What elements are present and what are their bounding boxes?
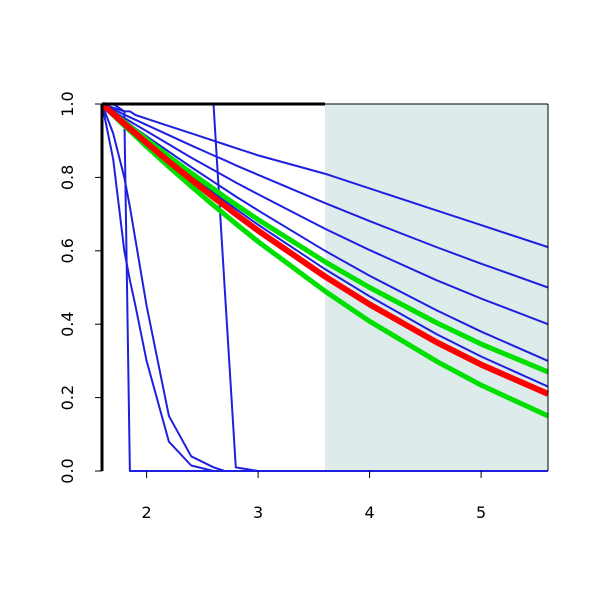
series-line	[101, 103, 549, 249]
x-tick-label: 4	[365, 503, 375, 522]
x-tick-label: 2	[142, 503, 152, 522]
series-line	[101, 103, 549, 289]
x-tick-label: 3	[253, 503, 263, 522]
y-tick-label: 0.8	[58, 165, 77, 190]
shaded-region	[325, 104, 548, 471]
y-tick-label: 0.2	[58, 385, 77, 410]
series-line	[100, 101, 550, 397]
series-line	[101, 103, 548, 472]
y-tick-label: 0.4	[58, 311, 77, 336]
x-tick-label: 5	[476, 503, 486, 522]
series-line	[101, 103, 549, 326]
y-tick-label: 0.0	[58, 458, 77, 483]
y-tick-label: 0.6	[58, 238, 77, 263]
y-tick-label: 1.0	[58, 91, 77, 116]
